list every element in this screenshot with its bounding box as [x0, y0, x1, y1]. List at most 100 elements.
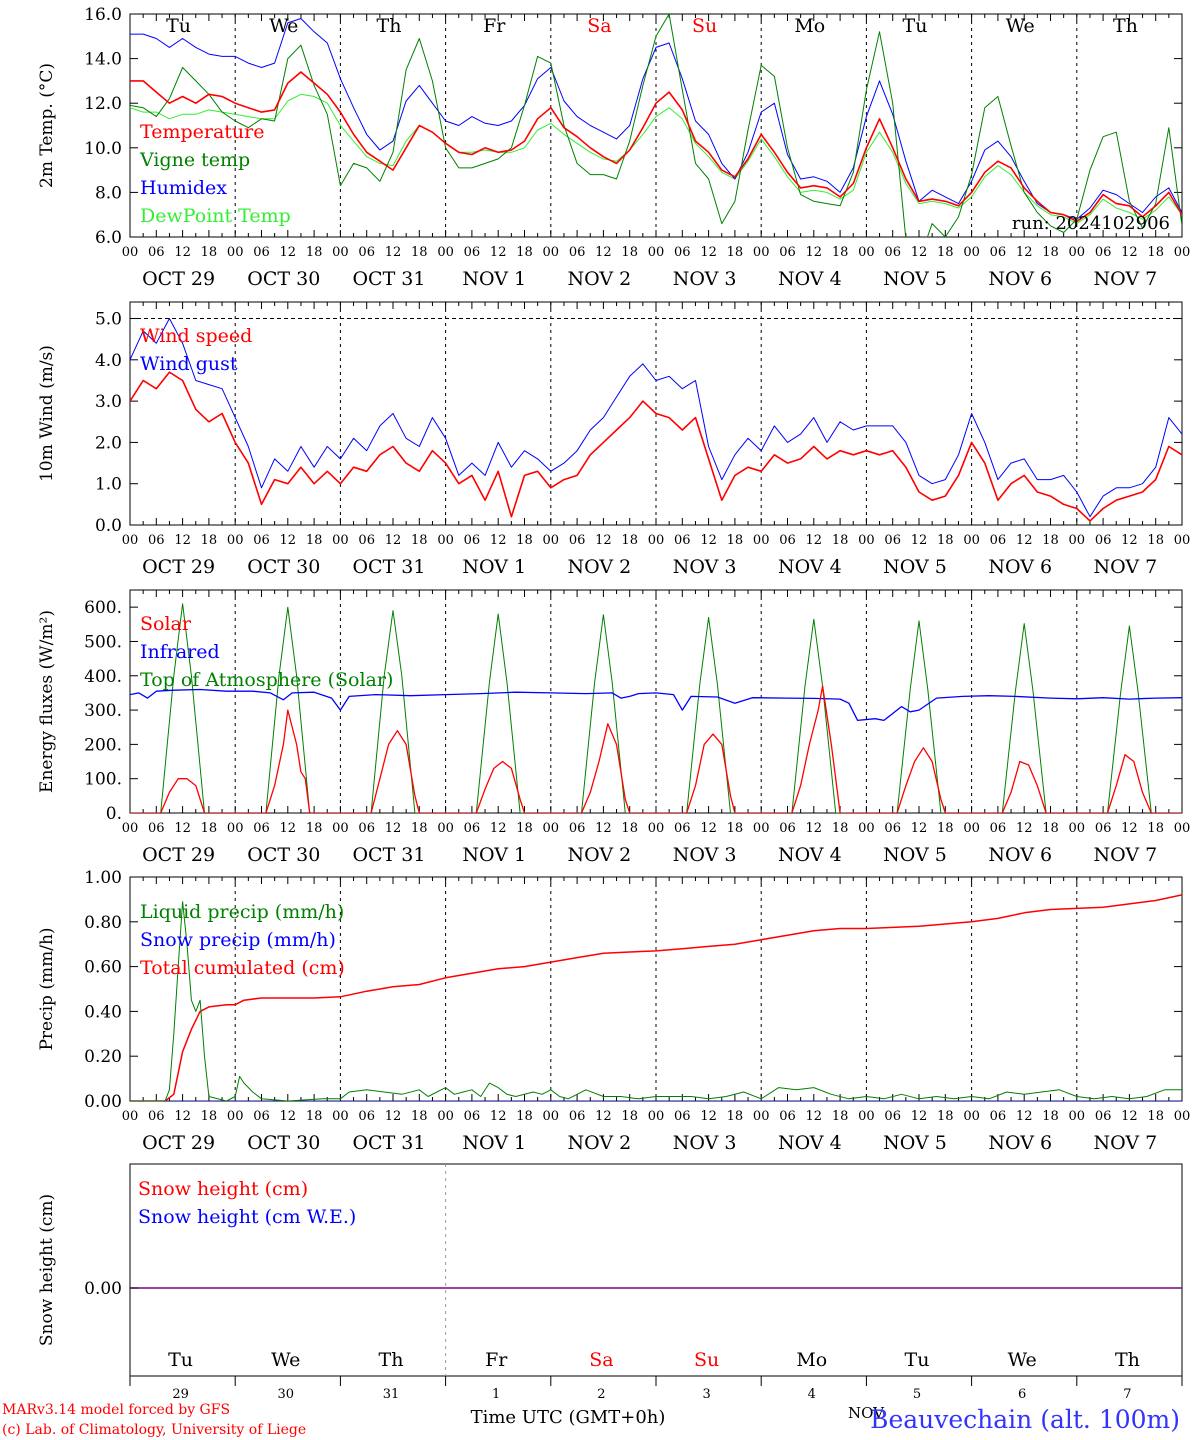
x-hour-label: 18: [621, 533, 638, 548]
x-hour-label: 06: [253, 533, 270, 548]
x-hour-label: 06: [253, 821, 270, 836]
weekday-label: Fr: [485, 1349, 508, 1371]
footer-xlabel: Time UTC (GMT+0h): [471, 1407, 666, 1428]
x-date-label: NOV 2: [568, 1132, 632, 1154]
weekday-label: Mo: [796, 1349, 827, 1371]
x-hour-label: 12: [700, 533, 717, 548]
legend-entry: Infrared: [140, 641, 220, 663]
day-number-label: 2: [597, 1387, 605, 1402]
x-date-label: NOV 5: [883, 556, 947, 578]
y-tick-label: 0.0: [95, 516, 122, 536]
x-hour-label: 06: [779, 821, 796, 836]
y-tick-label: 0.40: [84, 1002, 122, 1022]
x-hour-label: 12: [911, 821, 928, 836]
x-hour-label: 00: [963, 245, 980, 260]
x-hour-label: 06: [358, 245, 375, 260]
x-hour-label: 12: [385, 245, 402, 260]
y-tick-label: 0.: [106, 804, 122, 824]
x-date-label: OCT 31: [352, 556, 425, 578]
y-tick-label: 1.00: [84, 868, 122, 888]
x-hour-label: 06: [779, 533, 796, 548]
y-tick-label: 3.0: [95, 392, 122, 412]
x-hour-label: 18: [727, 821, 744, 836]
y-tick-label: 0.00: [84, 1279, 122, 1299]
x-hour-label: 06: [358, 533, 375, 548]
x-hour-label: 12: [1121, 245, 1138, 260]
x-hour-label: 12: [1016, 245, 1033, 260]
x-date-label: NOV 5: [883, 1132, 947, 1154]
y-tick-label: 100.: [84, 770, 122, 790]
x-hour-label: 06: [569, 821, 586, 836]
x-date-label: NOV 1: [462, 844, 526, 866]
x-hour-label: 00: [753, 1109, 770, 1124]
x-date-label: NOV 2: [568, 844, 632, 866]
x-hour-label: 12: [1121, 1109, 1138, 1124]
x-hour-label: 18: [411, 245, 428, 260]
x-date-label: NOV 2: [568, 556, 632, 578]
series-line-temperature: [130, 71, 1182, 223]
x-hour-label: 00: [122, 1109, 139, 1124]
legend-entry: Total cumulated (cm): [140, 957, 345, 979]
x-date-label: NOV 1: [462, 556, 526, 578]
x-hour-label: 06: [148, 1109, 165, 1124]
panel-snow: 0.00 Snow height (cm) Tu 29 We 30 Th 31 Fr 1 Sa 2 Su…: [37, 1163, 1183, 1402]
x-hour-label: 12: [280, 821, 297, 836]
run-label: run: 2024102906: [1012, 213, 1170, 234]
panel-precip: 0.00 0.20 0.40 0.60 0.80 1.00 Precip (mm/h) 00 0…: [37, 868, 1190, 1154]
x-hour-label: 06: [569, 245, 586, 260]
day-number-label: 6: [1018, 1387, 1026, 1402]
x-hour-label: 00: [1069, 1109, 1086, 1124]
x-hour-label: 06: [148, 821, 165, 836]
series-line-infrared: [130, 688, 1182, 722]
x-hour-label: 12: [174, 245, 191, 260]
x-hour-label: 18: [201, 1109, 218, 1124]
x-hour-label: 18: [727, 245, 744, 260]
y-axis-label: 10m Wind (m/s): [37, 345, 57, 482]
legend-entry: Humidex: [140, 177, 227, 199]
x-hour-label: 06: [884, 245, 901, 260]
y-tick-label: 10.0: [84, 139, 122, 159]
series-line-humidex: [130, 18, 1182, 220]
footer-station: Beauvechain (alt. 100m): [870, 1405, 1180, 1434]
x-date-label: OCT 29: [142, 1132, 215, 1154]
day-number-label: 7: [1123, 1387, 1131, 1402]
x-hour-label: 12: [595, 533, 612, 548]
x-date-label: OCT 31: [352, 1132, 425, 1154]
x-hour-label: 06: [569, 533, 586, 548]
x-date-label: NOV 5: [883, 844, 947, 866]
legend-entry: Wind gust: [140, 353, 238, 375]
y-axis-label: Precip (mm/h): [37, 927, 57, 1050]
x-hour-label: 18: [832, 245, 849, 260]
weekday-label: We: [269, 15, 298, 37]
x-hour-label: 06: [358, 1109, 375, 1124]
x-hour-label: 06: [990, 245, 1007, 260]
x-hour-label: 00: [227, 245, 244, 260]
x-hour-label: 00: [332, 245, 349, 260]
x-hour-label: 00: [963, 533, 980, 548]
x-hour-label: 00: [122, 533, 139, 548]
x-hour-label: 06: [464, 821, 481, 836]
x-date-label: OCT 29: [142, 844, 215, 866]
x-hour-label: 00: [437, 1109, 454, 1124]
legend-entry: DewPoint Temp: [140, 205, 291, 227]
weekday-label: Sa: [589, 1349, 613, 1371]
weekday-label: Tu: [168, 1349, 193, 1371]
x-date-label: NOV 6: [988, 844, 1052, 866]
x-hour-label: 12: [806, 1109, 823, 1124]
x-date-label: OCT 30: [247, 844, 320, 866]
panel-wind: 0.0 1.0 2.0 3.0 4.0 5.0 10m Wind (m/s) 00 06 12 18…: [37, 301, 1190, 578]
x-hour-label: 12: [490, 533, 507, 548]
x-hour-label: 00: [122, 821, 139, 836]
x-hour-label: 06: [464, 1109, 481, 1124]
x-hour-label: 12: [280, 533, 297, 548]
x-hour-label: 00: [648, 245, 665, 260]
x-hour-label: 00: [753, 533, 770, 548]
day-number-label: 1: [492, 1387, 500, 1402]
x-hour-label: 18: [832, 821, 849, 836]
y-tick-label: 16.0: [84, 5, 122, 25]
y-tick-label: 0.80: [84, 913, 122, 933]
x-hour-label: 00: [963, 1109, 980, 1124]
x-hour-label: 18: [1042, 1109, 1059, 1124]
x-hour-label: 18: [306, 821, 323, 836]
